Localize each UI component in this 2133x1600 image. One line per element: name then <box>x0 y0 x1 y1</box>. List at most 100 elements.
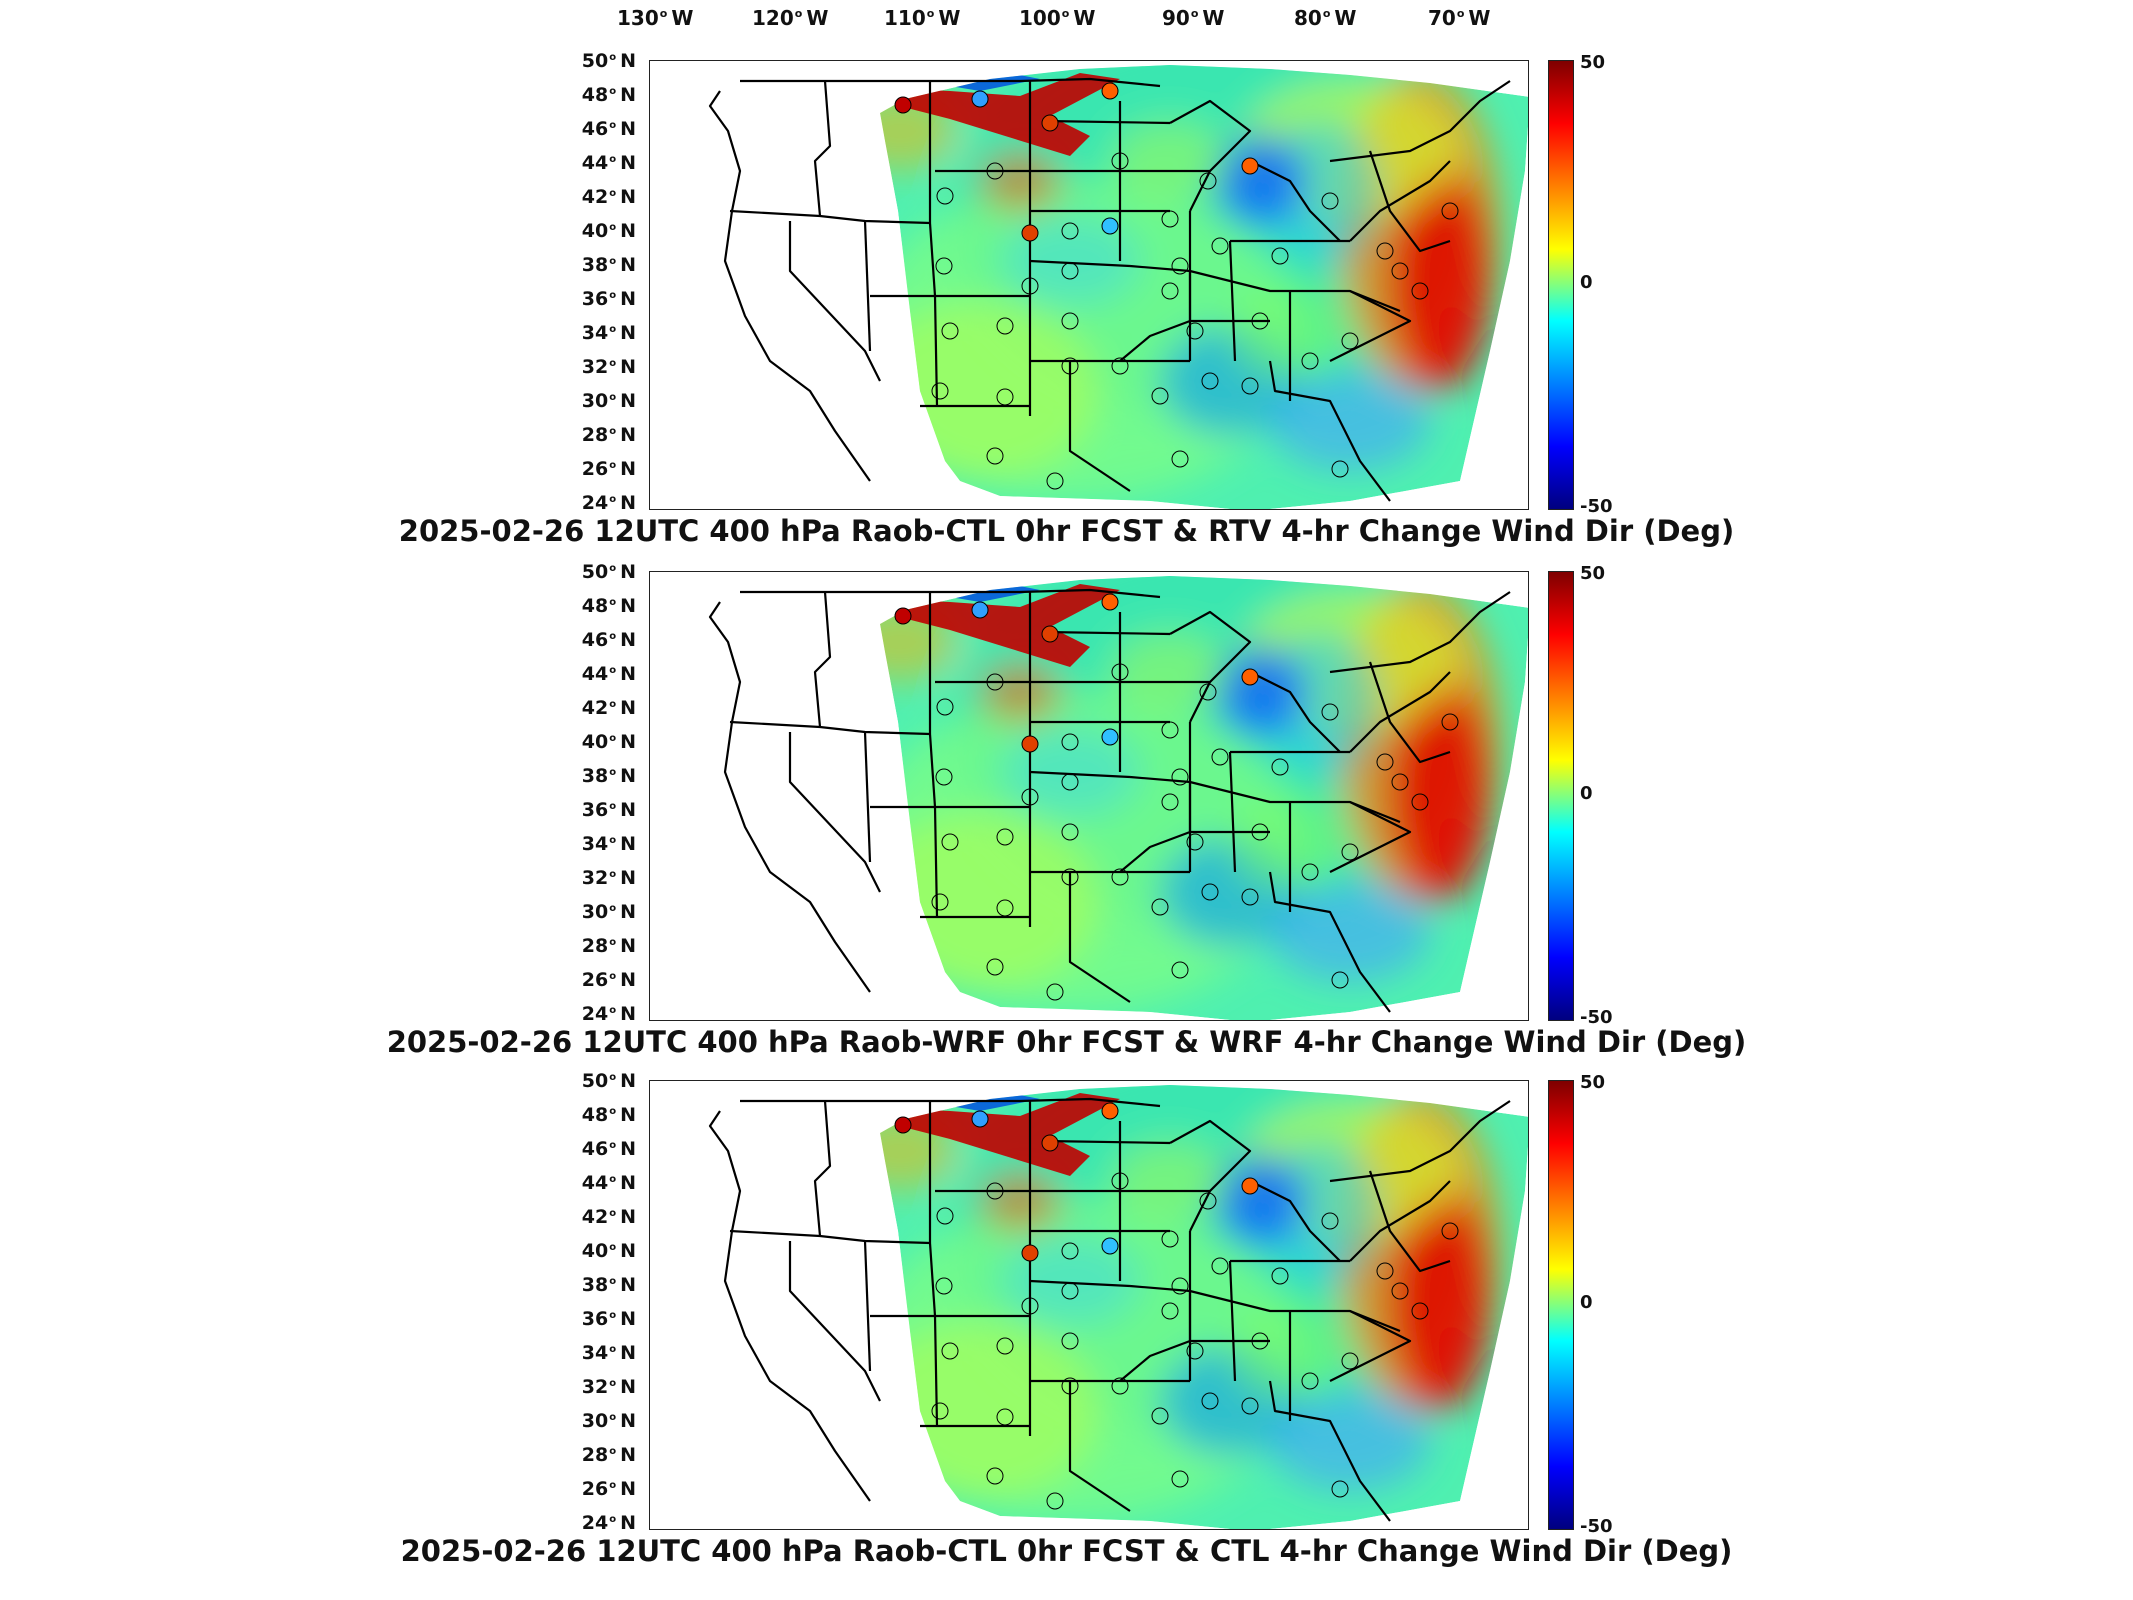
raob-station-marker <box>971 1110 989 1128</box>
lat-label: 36o N <box>581 799 636 821</box>
map-panel: 50o N 48o N 46o N 44o N 42o N 40o N 38o N 36o N 34o N 32o N… <box>0 561 2133 1081</box>
raob-station-marker <box>1441 202 1459 220</box>
field-blob <box>1390 682 1490 902</box>
raob-station-marker <box>936 187 954 205</box>
raob-station-marker <box>1441 1222 1459 1240</box>
lat-label: 50o N <box>581 1070 636 1092</box>
field-blob <box>1390 1191 1490 1411</box>
state-boundary <box>1044 630 1171 636</box>
raob-station-marker <box>1111 1172 1129 1190</box>
raob-station-marker <box>1061 733 1079 751</box>
raob-station-marker <box>1186 322 1204 340</box>
state-boundary <box>1249 1180 1341 1262</box>
raob-station-marker <box>1161 1302 1179 1320</box>
state-boundary <box>1169 610 1252 723</box>
raob-station-marker <box>1101 1237 1119 1255</box>
raob-station-marker <box>1046 983 1064 1001</box>
raob-station-marker <box>894 96 912 114</box>
panel-title: 2025-02-26 12UTC 400 hPa Raob-WRF 0hr FC… <box>386 1025 1747 1059</box>
raob-station-marker <box>931 382 949 400</box>
lon-label: 90o W <box>1162 6 1225 30</box>
raob-station-marker <box>1061 1332 1079 1350</box>
map-svg <box>708 576 1528 1020</box>
state-boundary <box>813 1100 832 1237</box>
colorbar <box>1548 60 1574 510</box>
raob-station-marker <box>1101 728 1119 746</box>
state-boundary <box>1249 671 1341 753</box>
lat-label: 32o N <box>581 356 636 378</box>
state-boundary <box>1349 671 1451 753</box>
raob-station-marker <box>936 698 954 716</box>
raob-station-marker <box>1411 1302 1429 1320</box>
state-boundary <box>708 90 871 482</box>
field-blob <box>880 1321 1100 1501</box>
raob-station-marker <box>986 162 1004 180</box>
raob-station-marker <box>1301 863 1319 881</box>
lat-label: 36o N <box>581 288 636 310</box>
raob-station-marker <box>931 1402 949 1420</box>
raob-station-marker <box>996 1408 1014 1426</box>
state-boundary <box>1349 1180 1451 1262</box>
state-boundary <box>1329 591 1511 674</box>
state-boundary <box>1044 119 1171 125</box>
raob-station-marker <box>1101 593 1119 611</box>
state-boundary <box>1268 871 1391 1013</box>
state-boundary <box>813 80 832 217</box>
state-boundary <box>1329 80 1511 163</box>
raob-station-marker <box>1046 472 1064 490</box>
raob-station-marker <box>1161 793 1179 811</box>
raob-station-marker <box>986 1467 1004 1485</box>
jet-streak <box>880 73 1120 156</box>
lon-label: 110o W <box>884 6 961 30</box>
raob-station-marker <box>1441 713 1459 731</box>
raob-station-marker <box>1201 883 1219 901</box>
raob-station-marker <box>1161 1230 1179 1248</box>
lat-label: 42o N <box>581 1206 636 1228</box>
lat-label: 48o N <box>581 84 636 106</box>
lat-label: 44o N <box>581 152 636 174</box>
state-boundary <box>1029 1279 1131 1288</box>
raob-station-marker <box>996 317 1014 335</box>
lat-label: 26o N <box>581 969 636 991</box>
raob-station-marker <box>1021 735 1039 753</box>
raob-station-marker <box>1111 357 1129 375</box>
lat-label: 50o N <box>581 561 636 583</box>
map-frame <box>649 1080 1529 1530</box>
raob-station-marker <box>1271 1267 1289 1285</box>
raob-station-marker <box>1391 1282 1409 1300</box>
lon-label: 100o W <box>1019 6 1096 30</box>
state-boundaries <box>708 588 1511 1013</box>
raob-station-marker <box>1061 312 1079 330</box>
raob-station-marker <box>971 90 989 108</box>
field-blob <box>1215 647 1305 737</box>
field-blob <box>1270 371 1430 471</box>
lat-label: 46o N <box>581 118 636 140</box>
colorbar <box>1548 1080 1574 1530</box>
lat-label: 50o N <box>581 50 636 72</box>
map-panel: 50o N 48o N 46o N 44o N 42o N 40o N 38o N 36o N 34o N 32o N… <box>0 1070 2133 1590</box>
raob-station-marker <box>1171 257 1189 275</box>
lon-label: 130o W <box>617 6 694 30</box>
raob-station-marker <box>1061 823 1079 841</box>
lat-label: 42o N <box>581 186 636 208</box>
raob-station-marker <box>936 1207 954 1225</box>
state-boundary <box>1349 160 1451 242</box>
state-boundary <box>863 1240 872 1372</box>
map-frame <box>649 571 1529 1021</box>
state-boundary <box>1268 360 1391 502</box>
raob-station-marker <box>1341 332 1359 350</box>
state-boundary <box>1228 240 1237 362</box>
raob-station-marker <box>1186 1342 1204 1360</box>
state-boundary <box>788 1241 881 1402</box>
raob-station-marker <box>1151 1407 1169 1425</box>
raob-station-marker <box>1161 210 1179 228</box>
raob-station-marker <box>1101 82 1119 100</box>
state-boundary <box>1228 1260 1237 1382</box>
raob-station-marker <box>1251 312 1269 330</box>
raob-station-marker <box>1021 1244 1039 1262</box>
raob-station-marker <box>986 447 1004 465</box>
raob-station-marker <box>941 1342 959 1360</box>
raob-station-marker <box>1171 1470 1189 1488</box>
lat-label: 38o N <box>581 765 636 787</box>
state-boundary <box>1368 661 1451 764</box>
